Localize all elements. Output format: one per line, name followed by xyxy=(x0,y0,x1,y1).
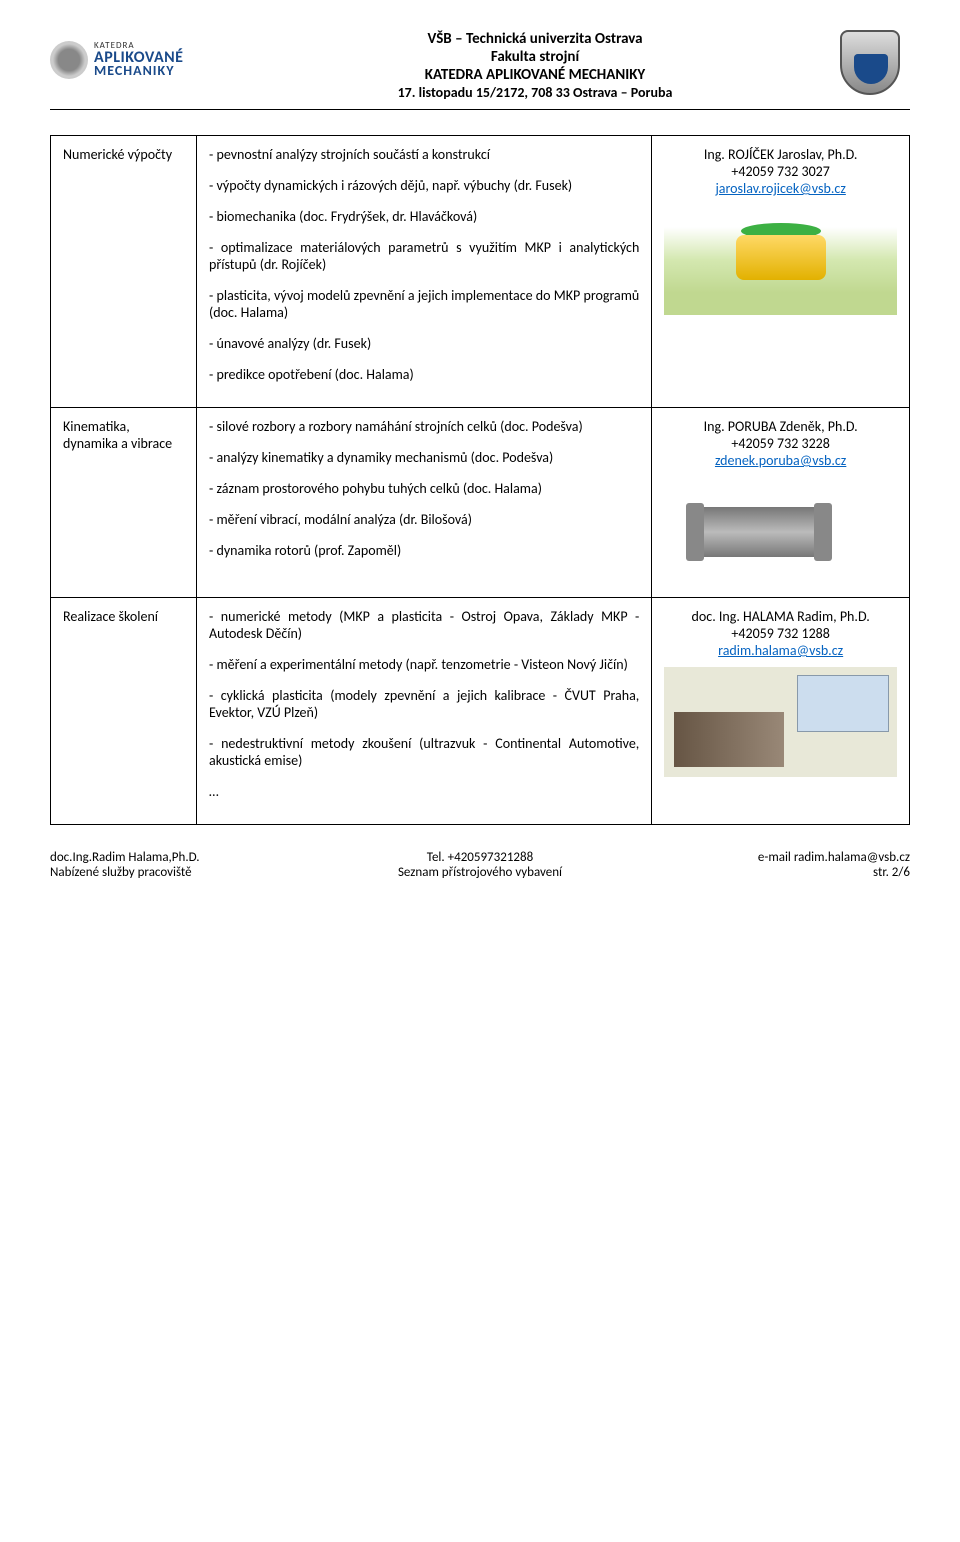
contact-email-link[interactable]: zdenek.poruba@vsb.cz xyxy=(715,452,846,469)
footer-left: doc.Ing.Radim Halama,Ph.D. Nabízené služ… xyxy=(50,850,334,880)
contact-block: Ing. PORUBA Zdeněk, Ph.D. +42059 732 322… xyxy=(664,418,897,469)
list-item: - měření vibrací, modální analýza (dr. B… xyxy=(209,511,639,528)
logo-line3: MECHANIKY xyxy=(94,65,183,78)
cad-image xyxy=(664,477,897,587)
contact-phone: +42059 732 3228 xyxy=(664,435,897,452)
row2-label: Kinematika, dynamika a vibrace xyxy=(51,408,197,598)
row2-contact: Ing. PORUBA Zdeněk, Ph.D. +42059 732 322… xyxy=(652,408,910,598)
header-line2: Fakulta strojní xyxy=(230,48,840,66)
list-item: - dynamika rotorů (prof. Zapoměl) xyxy=(209,542,639,559)
footer-center: Tel. +420597321288 Seznam přístrojového … xyxy=(338,850,622,880)
list-item: - cyklická plasticita (modely zpevnění a… xyxy=(209,687,639,721)
footer-center1: Tel. +420597321288 xyxy=(427,850,533,865)
list-item: - nedestruktivní metody zkoušení (ultraz… xyxy=(209,735,639,769)
header-line3: KATEDRA APLIKOVANÉ MECHANIKY xyxy=(230,66,840,84)
simulation-image xyxy=(664,205,897,315)
classroom-image xyxy=(664,667,897,777)
list-item: - pevnostní analýzy strojních součástí a… xyxy=(209,146,639,163)
row1-contact: Ing. ROJÍČEK Jaroslav, Ph.D. +42059 732 … xyxy=(652,136,910,408)
list-item: - plasticita, vývoj modelů zpevnění a je… xyxy=(209,287,639,321)
row3-label: Realizace školení xyxy=(51,598,197,825)
footer-right: e-mail radim.halama@vsb.cz str. 2/6 xyxy=(626,850,910,880)
contact-phone: +42059 732 3027 xyxy=(664,163,897,180)
list-item: … xyxy=(209,783,639,800)
header-line1: VŠB – Technická univerzita Ostrava xyxy=(230,30,840,48)
list-item: - únavové analýzy (dr. Fusek) xyxy=(209,335,639,352)
page-header: KATEDRA APLIKOVANÉ MECHANIKY VŠB – Techn… xyxy=(50,30,910,101)
table-row: Kinematika, dynamika a vibrace - silové … xyxy=(51,408,910,598)
logo-text: KATEDRA APLIKOVANÉ MECHANIKY xyxy=(94,42,183,77)
list-item: - predikce opotřebení (doc. Halama) xyxy=(209,366,639,383)
footer-center2: Seznam přístrojového vybavení xyxy=(398,865,562,880)
footer-left2: Nabízené služby pracoviště xyxy=(50,865,192,880)
contact-name: Ing. ROJÍČEK Jaroslav, Ph.D. xyxy=(664,146,897,163)
list-item: - měření a experimentální metody (např. … xyxy=(209,656,639,673)
page-footer: doc.Ing.Radim Halama,Ph.D. Nabízené služ… xyxy=(50,850,910,880)
contact-block: Ing. ROJÍČEK Jaroslav, Ph.D. +42059 732 … xyxy=(664,146,897,197)
shield-icon xyxy=(840,30,900,95)
list-item: - optimalizace materiálových parametrů s… xyxy=(209,239,639,273)
list-item: - záznam prostorového pohybu tuhých celk… xyxy=(209,480,639,497)
table-row: Realizace školení - numerické metody (MK… xyxy=(51,598,910,825)
logo-left: KATEDRA APLIKOVANÉ MECHANIKY xyxy=(50,30,230,90)
main-table: Numerické výpočty - pevnostní analýzy st… xyxy=(50,135,910,825)
logo-right xyxy=(840,30,910,100)
list-item: - silové rozbory a rozbory namáhání stro… xyxy=(209,418,639,435)
row2-content: - silové rozbory a rozbory namáhání stro… xyxy=(197,408,652,598)
row1-content: - pevnostní analýzy strojních součástí a… xyxy=(197,136,652,408)
contact-email-link[interactable]: radim.halama@vsb.cz xyxy=(718,642,843,659)
row3-contact: doc. Ing. HALAMA Radim, Ph.D. +42059 732… xyxy=(652,598,910,825)
footer-right2: str. 2/6 xyxy=(873,865,910,880)
row1-label: Numerické výpočty xyxy=(51,136,197,408)
contact-phone: +42059 732 1288 xyxy=(664,625,897,642)
contact-name: doc. Ing. HALAMA Radim, Ph.D. xyxy=(664,608,897,625)
list-item: - výpočty dynamických i rázových dějů, n… xyxy=(209,177,639,194)
footer-right1: e-mail radim.halama@vsb.cz xyxy=(758,850,910,865)
header-center: VŠB – Technická univerzita Ostrava Fakul… xyxy=(230,30,840,101)
list-item: - biomechanika (doc. Frydrýšek, dr. Hlav… xyxy=(209,208,639,225)
header-divider xyxy=(50,109,910,110)
list-item: - numerické metody (MKP a plasticita - O… xyxy=(209,608,639,642)
footer-left1: doc.Ing.Radim Halama,Ph.D. xyxy=(50,850,200,865)
list-item: - analýzy kinematiky a dynamiky mechanis… xyxy=(209,449,639,466)
gear-icon xyxy=(50,41,88,79)
contact-block: doc. Ing. HALAMA Radim, Ph.D. +42059 732… xyxy=(664,608,897,659)
table-row: Numerické výpočty - pevnostní analýzy st… xyxy=(51,136,910,408)
header-line4: 17. listopadu 15/2172, 708 33 Ostrava – … xyxy=(230,84,840,101)
contact-name: Ing. PORUBA Zdeněk, Ph.D. xyxy=(664,418,897,435)
contact-email-link[interactable]: jaroslav.rojicek@vsb.cz xyxy=(715,180,845,197)
row3-content: - numerické metody (MKP a plasticita - O… xyxy=(197,598,652,825)
